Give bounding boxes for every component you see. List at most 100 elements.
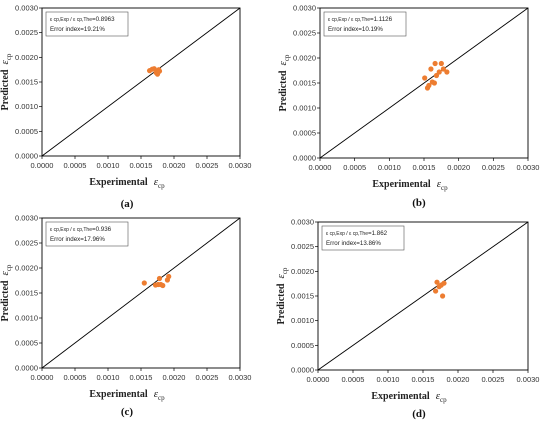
x-tick-label: 0.0005 [343, 163, 366, 172]
annotation-box [45, 221, 129, 247]
y-axis-symbol: ε [277, 61, 289, 66]
chart-panel-a: 0.0000 0.0005 0.0010 0.0015 0.0020 0.0025 0.00… [0, 4, 251, 211]
x-tick-label: 0.0010 [97, 373, 120, 382]
error-index-text: Error index=19.21% [50, 26, 105, 33]
x-tick-label: 0.0015 [413, 163, 436, 172]
y-tick-label: 0.0010 [293, 104, 316, 113]
ratio-value: =0.8963 [92, 16, 115, 23]
y-tick-label: 0.0030 [15, 4, 38, 13]
y-tick-label: 0.0020 [293, 54, 316, 63]
x-axis-label: Experimental [372, 179, 431, 190]
x-tick-label: 0.0000 [31, 161, 54, 170]
x-tick-label: 0.0030 [229, 161, 252, 170]
ratio-label: ε cp,Exp / ε cp,The [50, 17, 92, 23]
y-tick-label: 0.0000 [15, 152, 38, 161]
x-tick-label: 0.0005 [342, 375, 365, 384]
y-axis-title: Predicted εcp [277, 54, 291, 111]
y-axis-title: Predicted εcp [0, 53, 13, 110]
y-tick-label: 0.0000 [15, 364, 38, 373]
x-axis-title: Experimental εcp [372, 178, 448, 192]
panel-label: (b) [412, 197, 426, 209]
data-point [160, 282, 166, 289]
y-axis-subscript: cp [5, 53, 13, 60]
annotation-box [45, 11, 129, 37]
annotation-box [323, 11, 407, 37]
x-tick-label: 0.0000 [309, 163, 332, 172]
x-axis-subscript: cp [158, 182, 165, 190]
y-tick-label: 0.0010 [15, 102, 38, 111]
ratio-label: ε cp,Exp / ε cp,The [50, 227, 92, 233]
data-point [440, 293, 446, 299]
ratio-value: =1.862 [368, 230, 388, 237]
diagonal-reference-line [41, 217, 241, 369]
data-point [431, 80, 437, 86]
y-axis-symbol: ε [0, 60, 11, 65]
x-tick-label: 0.0015 [130, 161, 153, 170]
data-point [151, 66, 157, 72]
chart-panel-b: 0.0000 0.0005 0.0010 0.0015 0.0020 0.0025 0.00… [277, 4, 539, 210]
x-tick-label: 0.0030 [229, 373, 252, 382]
y-axis-label: Predicted [0, 69, 11, 110]
y-tick-label: 0.0025 [15, 28, 38, 37]
data-point [141, 280, 147, 286]
x-axis-title: Experimental εcp [371, 390, 447, 404]
error-index-text: Error index=13.86% [326, 240, 381, 247]
y-axis-label: Predicted [276, 283, 287, 324]
panel-label: (c) [121, 406, 134, 418]
y-axis-subscript: cp [5, 264, 13, 271]
y-tick-label: 0.0015 [293, 79, 316, 88]
ratio-label: ε cp,Exp / ε cp,The [326, 231, 368, 237]
diagonal-reference-line [317, 221, 529, 371]
data-point [433, 72, 440, 79]
x-axis-symbol: ε [154, 176, 159, 188]
y-tick-label: 0.0030 [291, 218, 314, 227]
x-axis-label: Experimental [89, 177, 148, 188]
x-axis-subscript: cp [158, 394, 165, 402]
data-point [436, 69, 442, 75]
y-tick-label: 0.0020 [15, 264, 38, 273]
y-tick-label: 0.0015 [291, 292, 314, 301]
data-point [422, 75, 428, 81]
y-axis-subscript: cp [281, 267, 289, 274]
y-axis-title: Predicted εcp [0, 264, 13, 321]
y-tick-label: 0.0025 [293, 29, 316, 38]
x-tick-label: 0.0015 [412, 375, 435, 384]
x-tick-label: 0.0020 [163, 161, 186, 170]
error-index-text: Error index=17.96% [50, 236, 105, 243]
data-point [433, 288, 439, 294]
data-point [441, 280, 447, 286]
data-point [434, 279, 440, 285]
x-tick-label: 0.0020 [447, 375, 470, 384]
x-tick-label: 0.0030 [517, 163, 540, 172]
y-tick-label: 0.0015 [15, 78, 38, 87]
ratio-label: ε cp,Exp / ε cp,The [328, 17, 370, 23]
x-tick-label: 0.0000 [307, 375, 330, 384]
x-tick-label: 0.0020 [447, 163, 470, 172]
y-axis-label: Predicted [0, 280, 11, 321]
data-point [426, 82, 432, 89]
ratio-value: =0.936 [92, 226, 112, 233]
data-point [438, 60, 444, 67]
y-axis-title: Predicted εcp [275, 267, 289, 324]
y-tick-label: 0.0005 [15, 339, 38, 348]
panel-label: (a) [121, 198, 134, 210]
y-tick-label: 0.0020 [15, 53, 38, 62]
chart-panel-c: 0.0000 0.0005 0.0010 0.0015 0.0020 0.0025 0.00… [0, 214, 251, 419]
y-axis-subscript: cp [283, 54, 291, 61]
ratio-annotation: ε cp,Exp / ε cp,The=0.8963 [50, 16, 115, 23]
x-tick-label: 0.0005 [64, 161, 87, 170]
y-tick-label: 0.0010 [15, 314, 38, 323]
data-point [166, 273, 172, 280]
x-tick-label: 0.0025 [196, 373, 219, 382]
x-tick-label: 0.0010 [377, 375, 400, 384]
y-tick-label: 0.0000 [291, 366, 314, 375]
x-axis-title: Experimental εcp [89, 176, 165, 190]
y-tick-label: 0.0030 [293, 4, 316, 13]
x-tick-label: 0.0020 [163, 373, 186, 382]
ratio-annotation: ε cp,Exp / ε cp,The=0.936 [50, 226, 112, 233]
data-point [440, 66, 447, 72]
x-axis-symbol: ε [436, 390, 441, 402]
x-tick-label: 0.0025 [196, 161, 219, 170]
error-index-text: Error index=10.19% [328, 26, 383, 33]
